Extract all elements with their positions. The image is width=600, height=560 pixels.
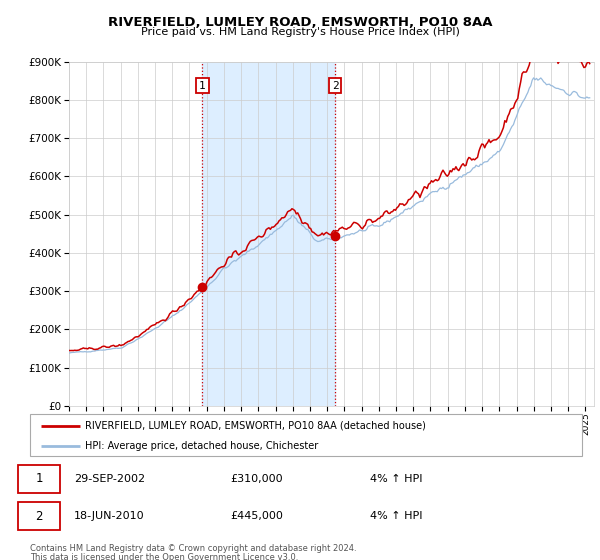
Text: Price paid vs. HM Land Registry's House Price Index (HPI): Price paid vs. HM Land Registry's House … — [140, 27, 460, 37]
Text: £445,000: £445,000 — [230, 511, 283, 521]
Text: This data is licensed under the Open Government Licence v3.0.: This data is licensed under the Open Gov… — [30, 553, 298, 560]
Text: 4% ↑ HPI: 4% ↑ HPI — [370, 511, 422, 521]
Text: 2: 2 — [332, 81, 338, 91]
Text: 2: 2 — [35, 510, 43, 523]
FancyBboxPatch shape — [19, 502, 60, 530]
Text: £310,000: £310,000 — [230, 474, 283, 484]
Text: 18-JUN-2010: 18-JUN-2010 — [74, 511, 145, 521]
Text: 4% ↑ HPI: 4% ↑ HPI — [370, 474, 422, 484]
Text: Contains HM Land Registry data © Crown copyright and database right 2024.: Contains HM Land Registry data © Crown c… — [30, 544, 356, 553]
Text: 1: 1 — [199, 81, 206, 91]
FancyBboxPatch shape — [19, 465, 60, 493]
Text: RIVERFIELD, LUMLEY ROAD, EMSWORTH, PO10 8AA: RIVERFIELD, LUMLEY ROAD, EMSWORTH, PO10 … — [108, 16, 492, 29]
Text: 29-SEP-2002: 29-SEP-2002 — [74, 474, 145, 484]
Text: 1: 1 — [35, 472, 43, 485]
Text: HPI: Average price, detached house, Chichester: HPI: Average price, detached house, Chic… — [85, 441, 319, 451]
Text: RIVERFIELD, LUMLEY ROAD, EMSWORTH, PO10 8AA (detached house): RIVERFIELD, LUMLEY ROAD, EMSWORTH, PO10 … — [85, 421, 426, 431]
Bar — [202, 62, 335, 406]
